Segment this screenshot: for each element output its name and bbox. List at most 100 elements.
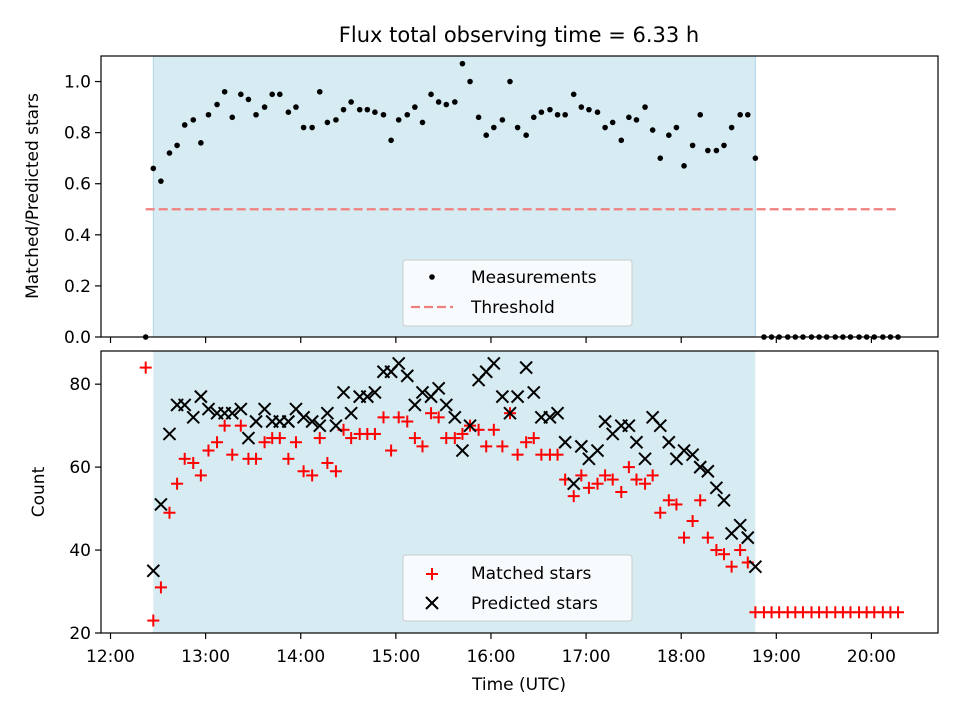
measurement-point (419, 119, 426, 126)
measurement-point (554, 111, 561, 118)
bottom-plot-frame (100, 350, 939, 634)
measurement-point (181, 122, 188, 128)
predicted-star-point (194, 389, 208, 404)
predicted-star-point (574, 439, 589, 454)
matched-star-point (313, 432, 326, 445)
measurement-point (285, 109, 292, 115)
matched-star-point (345, 432, 358, 445)
matched-star-point (701, 531, 714, 544)
predicted-star-point (320, 406, 335, 420)
matched-star-point (456, 427, 469, 440)
legend-measurements-marker (429, 274, 435, 280)
matched-star-point (306, 469, 319, 482)
measurement-point (395, 117, 402, 123)
measurement-point (150, 165, 157, 172)
predicted-star-point (550, 406, 565, 420)
xtick-label: 17:00 (562, 647, 611, 667)
predicted-star-point (662, 435, 676, 449)
bottom-panel: 20 40 60 80 12:00 13:00 14:00 15:00 16:00 17:00 1… (29, 350, 939, 695)
measurement-point (649, 127, 656, 133)
predicted-star-point (296, 410, 311, 425)
matched-star-point (606, 473, 619, 486)
legend-matched-marker (426, 568, 438, 580)
matched-star-point (408, 432, 421, 445)
measurement-point (514, 124, 521, 131)
measurement-point (221, 88, 228, 95)
matched-star-point (297, 465, 310, 478)
predicted-star-point (257, 402, 272, 416)
matched-star-point (734, 544, 747, 557)
matched-star-point (646, 469, 659, 482)
predicted-star-point (622, 418, 636, 433)
measurement-point (412, 104, 418, 110)
predicted-star-point (415, 385, 430, 400)
measurement-point (642, 104, 648, 110)
matched-star-point (234, 419, 247, 432)
xtick-label: 13:00 (181, 647, 230, 667)
measurement-point (158, 178, 164, 184)
matched-star-point (654, 506, 667, 519)
xtick-label: 20:00 (847, 647, 896, 667)
matched-star-point (511, 448, 524, 461)
bottom-ytick-label: 40 (69, 541, 91, 561)
bottom-legend: Matched stars Predicted stars (402, 554, 633, 622)
predicted-star-point (146, 564, 161, 578)
predicted-star-point (519, 360, 533, 375)
measurement-point (713, 147, 720, 154)
measurement-point (245, 96, 252, 103)
matched-star-point (250, 452, 263, 465)
measurement-point (261, 104, 268, 110)
matched-star-point (392, 411, 405, 424)
predicted-star-point (748, 559, 763, 574)
measurement-point (166, 150, 173, 156)
predicted-star-point (733, 518, 747, 532)
matched-star-point (329, 465, 342, 478)
measurement-point (428, 91, 434, 98)
top-ytick-label: 0.0 (64, 328, 91, 348)
predicted-star-point (463, 418, 477, 433)
measurement-point (238, 91, 244, 98)
matched-star-point (480, 440, 493, 453)
measurement-point (214, 101, 220, 108)
predicted-star-point (313, 418, 327, 433)
x-axis-label: Time (UTC) (471, 675, 566, 695)
matched-star-point (432, 411, 445, 424)
predicted-star-point (225, 406, 239, 420)
matched-star-point (686, 515, 699, 528)
measurement-point (459, 60, 466, 67)
measurement-point (340, 106, 347, 113)
measurement-point (578, 104, 585, 110)
matched-star-point (425, 407, 438, 420)
measurement-point (467, 78, 473, 85)
top-plot-frame (100, 55, 939, 338)
measurement-point (435, 99, 442, 105)
legend-measurements-label: Measurements (471, 268, 597, 288)
matched-star-point (178, 452, 191, 465)
measurement-point (562, 111, 568, 118)
matched-star-point (575, 469, 588, 482)
predicted-star-point (329, 418, 343, 433)
matched-star-point (551, 448, 564, 461)
measurement-point (721, 142, 727, 149)
predicted-star-point (717, 493, 731, 508)
predicted-star-point (162, 427, 177, 441)
predicted-star-point (510, 389, 525, 404)
bottom-ylabel: Count (29, 466, 49, 517)
matched-star-point (487, 423, 500, 436)
top-ytick-label: 0.4 (64, 226, 91, 246)
predicted-star-point (391, 356, 406, 371)
matched-star-point (725, 560, 738, 573)
measurement-point (697, 111, 704, 118)
predicted-star-point (677, 443, 691, 458)
measurement-point (372, 109, 378, 115)
predicted-star-point (448, 410, 462, 425)
measurement-point (507, 78, 513, 85)
top-ytick-label: 1.0 (64, 73, 91, 93)
matched-star-point (615, 486, 628, 498)
measurement-point (475, 114, 482, 121)
matched-star-point (211, 436, 224, 449)
matched-star-point (591, 477, 604, 490)
measurement-point (602, 124, 608, 131)
matched-star-point (258, 436, 271, 449)
